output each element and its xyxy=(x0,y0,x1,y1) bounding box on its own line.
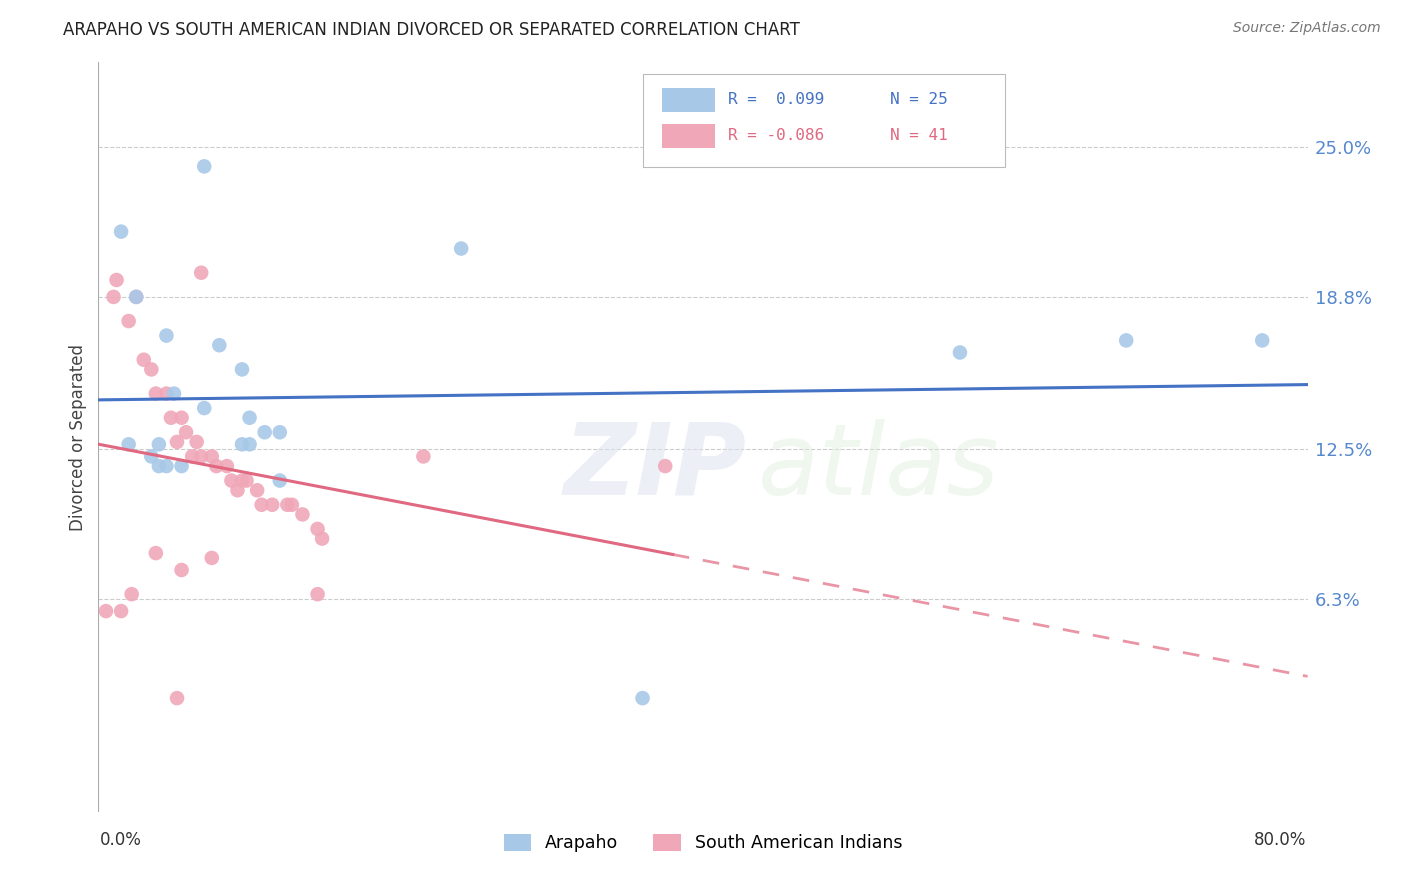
Point xyxy=(269,425,291,440)
Point xyxy=(148,437,170,451)
Point xyxy=(215,459,238,474)
Text: R =  0.099: R = 0.099 xyxy=(728,93,825,107)
Point xyxy=(307,522,329,536)
Point xyxy=(311,532,333,546)
Point xyxy=(186,434,208,449)
Point xyxy=(193,160,215,174)
Point xyxy=(1251,334,1274,348)
Text: atlas: atlas xyxy=(758,418,1000,516)
Point xyxy=(231,474,253,488)
Point xyxy=(250,498,273,512)
Point xyxy=(190,266,212,280)
Point xyxy=(155,386,177,401)
Point xyxy=(145,386,167,401)
Point xyxy=(170,563,193,577)
Point xyxy=(450,242,472,256)
Point xyxy=(412,450,434,464)
Point xyxy=(235,474,257,488)
Point xyxy=(141,362,163,376)
Point xyxy=(949,345,972,359)
Point xyxy=(1115,334,1137,348)
Point xyxy=(170,459,193,474)
Point xyxy=(170,410,193,425)
Point xyxy=(166,691,188,706)
Point xyxy=(201,550,224,565)
Point xyxy=(155,459,177,474)
Point xyxy=(269,474,291,488)
Point xyxy=(291,508,314,522)
Point xyxy=(201,450,224,464)
Point xyxy=(105,273,128,287)
Text: R = -0.086: R = -0.086 xyxy=(728,128,825,144)
Point xyxy=(160,410,183,425)
Point xyxy=(276,498,298,512)
Text: ZIP: ZIP xyxy=(564,418,747,516)
Point xyxy=(141,450,163,464)
Point xyxy=(631,691,654,706)
Point xyxy=(239,437,262,451)
Point xyxy=(193,401,215,415)
Point xyxy=(110,225,132,239)
Point xyxy=(132,352,155,367)
Point xyxy=(281,498,304,512)
FancyBboxPatch shape xyxy=(662,88,716,112)
Point xyxy=(103,290,125,304)
Point xyxy=(231,437,253,451)
Point xyxy=(262,498,284,512)
Point xyxy=(155,328,177,343)
Point xyxy=(231,362,253,376)
Point xyxy=(174,425,197,440)
Point xyxy=(208,338,231,352)
Point xyxy=(94,604,117,618)
Point xyxy=(181,450,204,464)
Legend: Arapaho, South American Indians: Arapaho, South American Indians xyxy=(496,827,910,859)
Point xyxy=(307,587,329,601)
Text: 80.0%: 80.0% xyxy=(1254,831,1306,849)
Point xyxy=(121,587,143,601)
FancyBboxPatch shape xyxy=(662,124,716,148)
Point xyxy=(125,290,148,304)
Point xyxy=(125,290,148,304)
Text: 0.0%: 0.0% xyxy=(100,831,142,849)
Point xyxy=(163,386,186,401)
Point xyxy=(239,410,262,425)
Y-axis label: Divorced or Separated: Divorced or Separated xyxy=(69,343,87,531)
Text: Source: ZipAtlas.com: Source: ZipAtlas.com xyxy=(1233,21,1381,35)
Point xyxy=(190,450,212,464)
Point xyxy=(145,546,167,560)
Point xyxy=(253,425,276,440)
Point xyxy=(118,437,141,451)
Point xyxy=(148,459,170,474)
Point xyxy=(118,314,141,328)
Text: N = 41: N = 41 xyxy=(890,128,948,144)
Point xyxy=(110,604,132,618)
Point xyxy=(166,434,188,449)
FancyBboxPatch shape xyxy=(643,74,1005,168)
Text: ARAPAHO VS SOUTH AMERICAN INDIAN DIVORCED OR SEPARATED CORRELATION CHART: ARAPAHO VS SOUTH AMERICAN INDIAN DIVORCE… xyxy=(63,21,800,38)
Point xyxy=(205,459,228,474)
Text: N = 25: N = 25 xyxy=(890,93,948,107)
Point xyxy=(654,459,676,474)
Point xyxy=(246,483,269,498)
Point xyxy=(221,474,243,488)
Point xyxy=(226,483,249,498)
